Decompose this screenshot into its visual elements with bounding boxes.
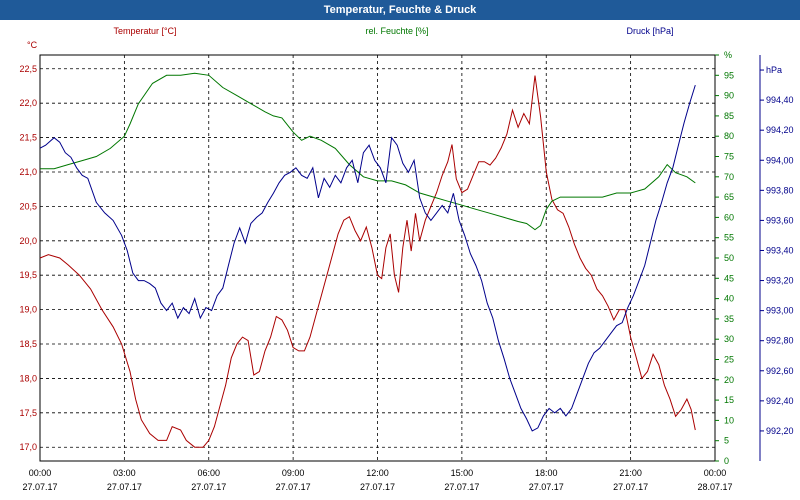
- humidity-tick-label: 25: [724, 355, 734, 365]
- pressure-tick-label: 993,60: [766, 215, 794, 225]
- humidity-tick-label: 75: [724, 152, 734, 162]
- temperature-tick-label: 21,0: [19, 167, 37, 177]
- pressure-axis-label: Druck [hPa]: [626, 26, 673, 36]
- x-tick-time: 12:00: [366, 468, 389, 478]
- humidity-tick-label: 80: [724, 131, 734, 141]
- humidity-tick-label: 10: [724, 415, 734, 425]
- temperature-tick-label: 22,5: [19, 64, 37, 74]
- pressure-tick-label: hPa: [766, 65, 782, 75]
- pressure-tick-label: 992,40: [766, 396, 794, 406]
- temperature-unit-label: °C: [27, 40, 38, 50]
- pressure-series-line: [39, 84, 696, 432]
- humidity-tick-label: 65: [724, 192, 734, 202]
- pressure-tick-label: 992,20: [766, 426, 794, 436]
- x-tick-date: 27.07.17: [107, 482, 142, 492]
- humidity-tick-label: 30: [724, 334, 734, 344]
- temperature-tick-label: 17,0: [19, 442, 37, 452]
- x-tick-date: 27.07.17: [360, 482, 395, 492]
- x-tick-date: 27.07.17: [191, 482, 226, 492]
- temperature-tick-label: 19,0: [19, 305, 37, 315]
- pressure-tick-label: 992,60: [766, 366, 794, 376]
- temperature-tick-label: 20,5: [19, 201, 37, 211]
- humidity-tick-label: 0: [724, 456, 729, 466]
- humidity-tick-label: 55: [724, 233, 734, 243]
- x-tick-time: 06:00: [197, 468, 220, 478]
- humidity-tick-label: %: [724, 50, 732, 60]
- pressure-tick-label: 994,00: [766, 155, 794, 165]
- pressure-tick-label: 994,20: [766, 125, 794, 135]
- humidity-tick-label: 40: [724, 294, 734, 304]
- pressure-tick-label: 993,00: [766, 306, 794, 316]
- humidity-tick-label: 35: [724, 314, 734, 324]
- x-tick-date: 27.07.17: [276, 482, 311, 492]
- x-tick-date: 27.07.17: [529, 482, 564, 492]
- temperature-tick-label: 18,0: [19, 373, 37, 383]
- pressure-tick-label: 993,80: [766, 185, 794, 195]
- temperature-tick-label: 17,5: [19, 408, 37, 418]
- humidity-tick-label: 50: [724, 253, 734, 263]
- x-tick-time: 21:00: [619, 468, 642, 478]
- temperature-tick-label: 22,0: [19, 98, 37, 108]
- x-tick-date: 28.07.17: [697, 482, 732, 492]
- x-tick-time: 15:00: [451, 468, 474, 478]
- humidity-tick-label: 70: [724, 172, 734, 182]
- x-tick-time: 09:00: [282, 468, 305, 478]
- pressure-tick-label: 992,80: [766, 336, 794, 346]
- humidity-tick-label: 15: [724, 395, 734, 405]
- x-tick-date: 27.07.17: [613, 482, 648, 492]
- humidity-tick-label: 20: [724, 375, 734, 385]
- temperature-tick-label: 18,5: [19, 339, 37, 349]
- x-tick-time: 00:00: [704, 468, 727, 478]
- x-tick-time: 03:00: [113, 468, 136, 478]
- temperature-tick-label: 20,0: [19, 236, 37, 246]
- chart-canvas: 00:00 27.07.17 03:00 27.07.17 06:00 27.07.17 0…: [0, 20, 800, 500]
- humidity-series-line: [40, 72, 696, 231]
- temperature-tick-label: 21,5: [19, 133, 37, 143]
- pressure-tick-label: 993,20: [766, 276, 794, 286]
- x-tick-time: 00:00: [29, 468, 52, 478]
- humidity-axis-label: rel. Feuchte [%]: [365, 26, 428, 36]
- temperature-axis-label: Temperatur [°C]: [113, 26, 176, 36]
- x-tick-date: 27.07.17: [444, 482, 479, 492]
- temperature-series-line: [39, 75, 696, 448]
- humidity-tick-label: 95: [724, 70, 734, 80]
- humidity-tick-label: 90: [724, 91, 734, 101]
- pressure-tick-label: 994,40: [766, 95, 794, 105]
- x-tick-time: 18:00: [535, 468, 558, 478]
- humidity-tick-label: 45: [724, 273, 734, 283]
- pressure-tick-label: 993,40: [766, 245, 794, 255]
- x-tick-date: 27.07.17: [22, 482, 57, 492]
- axis-layer: 00:00 27.07.17 03:00 27.07.17 06:00 27.07.17 0…: [19, 50, 793, 492]
- series-layer: [39, 72, 696, 448]
- humidity-tick-label: 60: [724, 212, 734, 222]
- humidity-tick-label: 5: [724, 436, 729, 446]
- chart-title: Temperatur, Feuchte & Druck: [0, 0, 800, 20]
- temperature-tick-label: 19,5: [19, 270, 37, 280]
- humidity-tick-label: 85: [724, 111, 734, 121]
